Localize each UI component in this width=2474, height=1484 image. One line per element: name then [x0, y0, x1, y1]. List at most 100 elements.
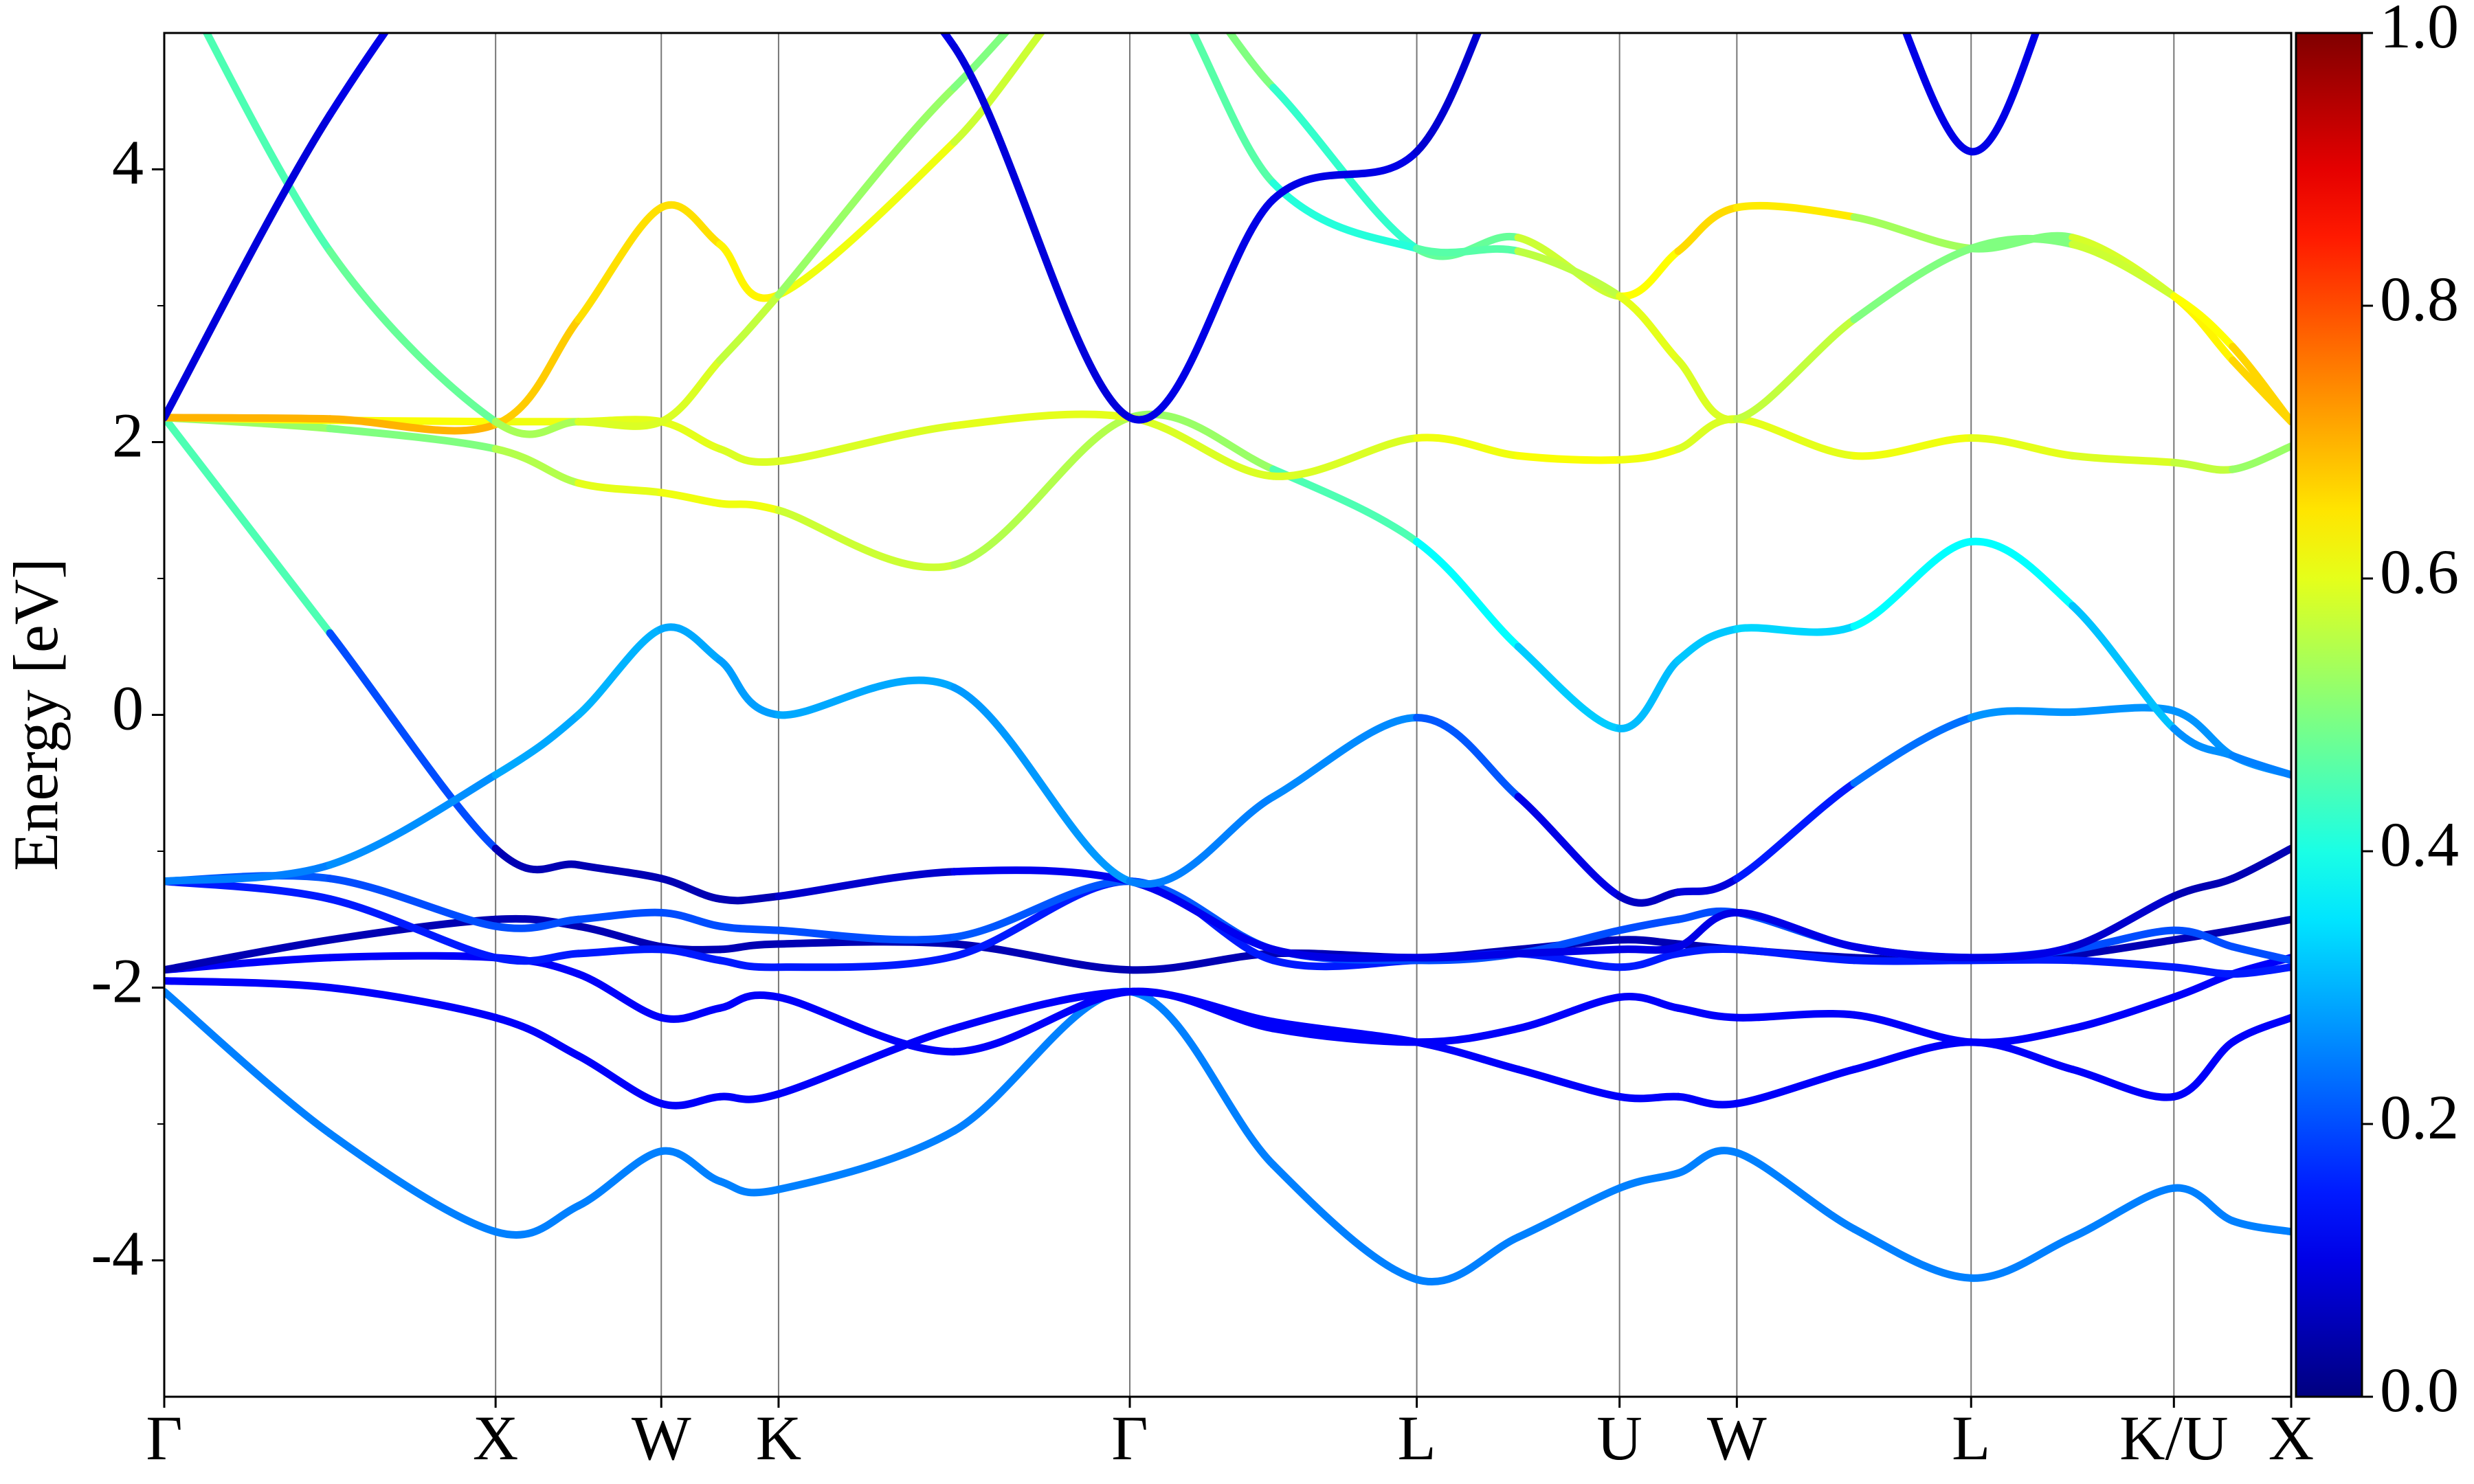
- band-segment: [326, 629, 500, 853]
- band-segment: [1967, 537, 2077, 610]
- band-segment: [1616, 915, 1682, 934]
- band-segment: [2069, 936, 2178, 959]
- band-segment: [1514, 1066, 1624, 1101]
- band-segment: [1616, 247, 1682, 300]
- band-segment: [1967, 33, 2040, 156]
- band-segment: [950, 877, 1134, 941]
- y-axis-label: Energy [eV]: [1, 558, 71, 871]
- band-segment: [950, 987, 1134, 1135]
- band-segment: [716, 1177, 783, 1197]
- band-segment: [1269, 945, 1421, 963]
- band-segment: [2229, 1217, 2291, 1236]
- band-segment: [2170, 1038, 2237, 1101]
- band-segment: [1126, 987, 1278, 1169]
- band-segment: [1126, 414, 1278, 480]
- band-segment: [716, 291, 783, 364]
- band-segment: [1967, 234, 2077, 253]
- band-segment: [1413, 1233, 1522, 1286]
- band-segment: [491, 1202, 583, 1239]
- band-segment: [575, 479, 665, 497]
- band-segment: [2229, 963, 2291, 978]
- band-segment: [716, 940, 783, 954]
- band-segment: [1732, 1066, 1858, 1108]
- band-segment: [1269, 1161, 1421, 1283]
- band-segment: [575, 908, 665, 923]
- x-tick-label: X: [2269, 1403, 2314, 1473]
- band-segment: [164, 414, 334, 423]
- y-tick-label: 2: [112, 401, 144, 471]
- band-segment: [716, 240, 783, 302]
- band-segment: [2069, 451, 2178, 466]
- band-segment: [1616, 943, 1682, 954]
- band-segment: [1225, 33, 1278, 91]
- x-tick-label: Γ: [146, 1403, 182, 1473]
- band-segment: [2170, 970, 2237, 1001]
- plot-frame: [163, 32, 2293, 1398]
- band-segment: [774, 676, 958, 719]
- band-segment: [202, 33, 334, 256]
- band-segment: [575, 203, 665, 324]
- band-segment: [2229, 752, 2291, 779]
- band-segment: [326, 771, 500, 869]
- x-tick-label: L: [1397, 1403, 1436, 1473]
- band-segment: [575, 970, 665, 1022]
- band-segment: [491, 711, 583, 779]
- band-segment: [2069, 1066, 2178, 1101]
- x-tick-label: X: [473, 1403, 518, 1473]
- band-segment: [2229, 442, 2291, 473]
- band-segment: [2229, 343, 2291, 426]
- band-segment: [716, 922, 783, 934]
- band-segment: [1616, 1092, 1682, 1103]
- band-segment: [491, 315, 583, 429]
- band-segment: [164, 987, 334, 1138]
- band-segment: [2069, 892, 2178, 951]
- band-segment: [1850, 713, 1975, 787]
- band-segment: [2170, 926, 2237, 951]
- band-segment: [1732, 315, 1858, 423]
- band-segment: [1674, 908, 1741, 951]
- band-segment: [1269, 148, 1421, 203]
- band-segment: [1413, 537, 1522, 651]
- band-segment: [2229, 915, 2291, 934]
- band-segment: [1514, 993, 1624, 1033]
- band-segment: [491, 915, 583, 932]
- band-segment: [2069, 956, 2178, 971]
- band-segment: [2229, 844, 2291, 883]
- band-segment: [575, 945, 665, 958]
- band-segment: [575, 625, 665, 719]
- band-segment: [1967, 1233, 2077, 1282]
- band-segment: [939, 33, 958, 51]
- y-tick-label: 0: [112, 673, 144, 743]
- x-tick-label: W: [1707, 1403, 1767, 1473]
- band-segment: [1674, 356, 1741, 424]
- band-segment: [326, 415, 500, 435]
- band-segment: [1413, 1024, 1522, 1046]
- band-segment: [774, 83, 958, 299]
- band-segment: [326, 425, 500, 453]
- band-segment: [1269, 713, 1421, 801]
- band-segment: [716, 991, 783, 1012]
- band-segment: [326, 895, 500, 962]
- band-segment: [575, 1147, 665, 1210]
- band-segment: [2069, 602, 2178, 732]
- band-segment: [164, 861, 334, 886]
- band-segment: [1616, 292, 1682, 364]
- band-segment: [1616, 656, 1682, 732]
- band-segment: [950, 877, 1134, 960]
- band-segment: [491, 418, 583, 438]
- band-segment: [1269, 465, 1421, 546]
- band-segment: [774, 138, 958, 299]
- band-segment: [1732, 908, 1858, 951]
- band-segment: [575, 861, 665, 883]
- band-segment: [2069, 240, 2178, 300]
- colorbar-tick-label: 0.8: [2380, 264, 2459, 334]
- y-tick-label: -2: [91, 946, 144, 1016]
- band-segment: [491, 1013, 583, 1060]
- bands: [164, 33, 2291, 1286]
- band-segment: [491, 844, 583, 874]
- band-segment: [657, 908, 724, 930]
- band-segment: [491, 914, 583, 930]
- band-segment: [1413, 434, 1522, 460]
- band-segment: [1674, 1092, 1741, 1109]
